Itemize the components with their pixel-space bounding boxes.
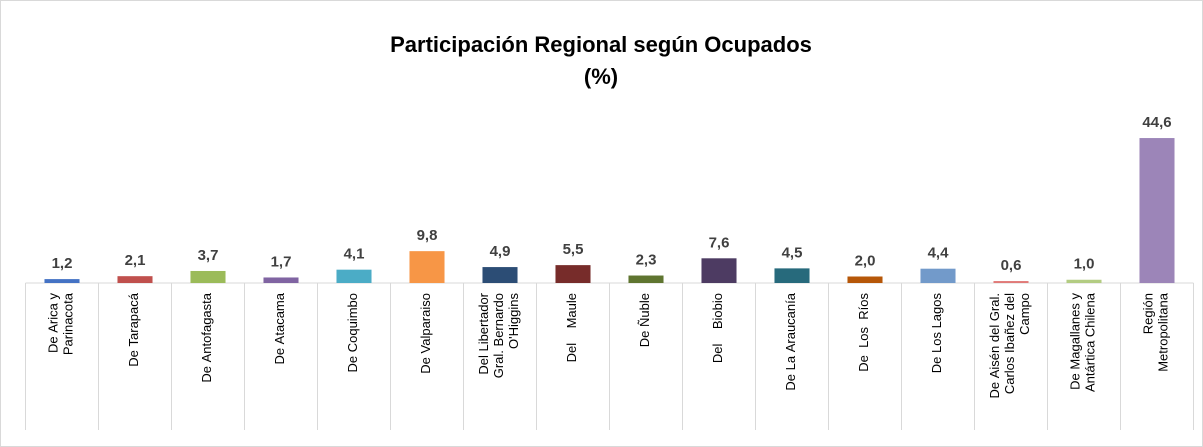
x-tick-label: De Antofagasta bbox=[199, 292, 214, 382]
value-label: 7,6 bbox=[709, 234, 730, 251]
bar bbox=[774, 268, 810, 283]
bar bbox=[190, 270, 226, 283]
x-tick-label: De Tarapacá bbox=[126, 292, 141, 366]
bar bbox=[263, 277, 299, 283]
bar bbox=[920, 268, 956, 283]
bar bbox=[482, 267, 518, 283]
bar bbox=[117, 276, 153, 283]
value-label: 9,8 bbox=[417, 227, 438, 244]
bar bbox=[44, 279, 80, 283]
value-label: 2,3 bbox=[636, 251, 657, 268]
chart-title: Participación Regional según Ocupados bbox=[390, 32, 812, 57]
value-label: 4,5 bbox=[782, 244, 803, 261]
x-tick-label: De Los Ríos bbox=[856, 293, 871, 372]
value-label: 44,6 bbox=[1142, 114, 1171, 131]
x-tick-label: De Ñuble bbox=[637, 293, 652, 347]
bar bbox=[409, 251, 445, 283]
value-label: 3,7 bbox=[198, 247, 219, 264]
x-tick-label: De Atacama bbox=[272, 292, 287, 364]
x-tick-label: De Valparaiso bbox=[418, 293, 433, 374]
x-tick-label: De Coquimbo bbox=[345, 293, 360, 373]
bar bbox=[701, 258, 737, 283]
x-tick-label: De Magallanes yAntártica Chilena bbox=[1068, 292, 1098, 392]
x-tick-label: Del Maule bbox=[564, 293, 579, 362]
x-tick-label: Del LibertadorGral. BernardoO'Higgins bbox=[476, 292, 521, 378]
value-label: 1,7 bbox=[271, 253, 292, 270]
value-label: 4,1 bbox=[344, 246, 365, 263]
value-label: 1,0 bbox=[1074, 256, 1095, 273]
x-tick-label: RegiónMetropolitana bbox=[1141, 292, 1171, 372]
value-label: 2,0 bbox=[855, 252, 876, 269]
x-tick-label: De Los Lagos bbox=[929, 293, 944, 374]
bar bbox=[993, 281, 1029, 283]
x-tick-label: De La Araucanía bbox=[783, 292, 798, 390]
value-label: 5,5 bbox=[563, 241, 584, 258]
value-label: 4,4 bbox=[928, 245, 950, 262]
x-tick-label: De Aisén del Gral.Carlos Ibañez delCampo bbox=[987, 293, 1032, 399]
chart-subtitle: (%) bbox=[584, 64, 618, 89]
value-label: 2,1 bbox=[125, 252, 146, 269]
x-tick-label: Del Biobio bbox=[710, 293, 725, 363]
value-label: 0,6 bbox=[1001, 257, 1022, 274]
bar bbox=[847, 276, 883, 283]
bar bbox=[1139, 138, 1175, 283]
value-label: 1,2 bbox=[52, 255, 73, 272]
x-tick-label: De Arica yParinacota bbox=[46, 292, 76, 355]
bar bbox=[336, 269, 372, 283]
bar bbox=[1066, 279, 1102, 283]
value-label: 4,9 bbox=[490, 243, 511, 260]
bar bbox=[628, 275, 664, 283]
bar bbox=[555, 265, 591, 283]
